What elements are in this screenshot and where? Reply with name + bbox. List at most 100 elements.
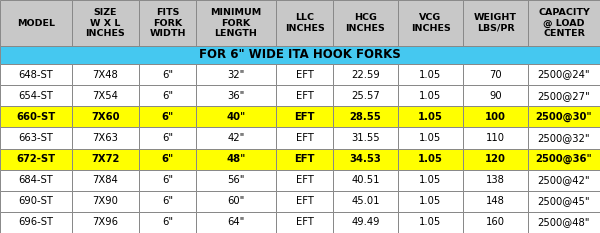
Bar [528,191,600,212]
Text: HCG
INCHES: HCG INCHES [346,13,385,33]
Text: 6": 6" [162,196,173,206]
Bar [276,85,333,106]
Bar [0,148,72,170]
Bar [528,212,600,233]
Bar [139,148,196,170]
Bar [463,212,528,233]
Bar [0,85,72,106]
Bar [463,85,528,106]
Text: 64": 64" [227,217,245,227]
Text: CAPACITY
@ LOAD
CENTER: CAPACITY @ LOAD CENTER [538,8,590,38]
Bar [196,148,276,170]
Text: 7X48: 7X48 [92,70,118,79]
Text: 45.01: 45.01 [351,196,380,206]
Text: 660-ST: 660-ST [16,112,56,122]
Bar [398,191,463,212]
Bar [72,212,139,233]
Text: EFT: EFT [296,175,313,185]
Text: 6": 6" [161,154,173,164]
Bar [528,64,600,85]
Bar [398,64,463,85]
Bar [72,127,139,148]
Bar [276,64,333,85]
Text: 2500@42": 2500@42" [538,175,590,185]
Text: 690-ST: 690-ST [19,196,53,206]
Text: MODEL: MODEL [17,18,55,27]
Text: 90: 90 [489,91,502,101]
Bar [0,191,72,212]
Text: EFT: EFT [296,133,313,143]
Text: 672-ST: 672-ST [16,154,56,164]
Text: 1.05: 1.05 [419,196,442,206]
Text: 6": 6" [162,133,173,143]
Bar [0,170,72,191]
Text: 49.49: 49.49 [351,217,380,227]
Text: 2500@24": 2500@24" [538,70,590,79]
Text: 1.05: 1.05 [418,154,443,164]
Text: 120: 120 [485,154,506,164]
Bar [463,191,528,212]
Text: 2500@45": 2500@45" [538,196,590,206]
Bar [528,106,600,127]
Text: 28.55: 28.55 [350,112,382,122]
Bar [528,170,600,191]
Text: 2500@36": 2500@36" [536,154,592,164]
Text: 7X84: 7X84 [92,175,118,185]
Text: 2500@27": 2500@27" [538,91,590,101]
Text: EFT: EFT [296,217,313,227]
Text: 31.55: 31.55 [351,133,380,143]
Text: 684-ST: 684-ST [19,175,53,185]
Bar [139,106,196,127]
Text: 1.05: 1.05 [419,91,442,101]
Text: 1.05: 1.05 [418,112,443,122]
Bar [398,85,463,106]
Bar [463,64,528,85]
Bar [0,46,600,64]
Bar [196,191,276,212]
Bar [72,64,139,85]
Text: WEIGHT
LBS/PR: WEIGHT LBS/PR [474,13,517,33]
Bar [139,64,196,85]
Bar [139,212,196,233]
Text: 7X96: 7X96 [92,217,119,227]
Bar [333,106,398,127]
Bar [528,85,600,106]
Bar [276,127,333,148]
Text: 2500@48": 2500@48" [538,217,590,227]
Bar [463,106,528,127]
Text: EFT: EFT [296,91,313,101]
Bar [528,148,600,170]
Bar [333,148,398,170]
Text: 60": 60" [227,196,245,206]
Bar [72,85,139,106]
Bar [72,191,139,212]
Bar [398,148,463,170]
Text: 6": 6" [161,112,173,122]
Text: FITS
FORK
WIDTH: FITS FORK WIDTH [149,8,186,38]
Bar [333,127,398,148]
Bar [333,85,398,106]
Text: 7X63: 7X63 [92,133,118,143]
Text: 7X90: 7X90 [92,196,118,206]
Bar [463,0,528,46]
Bar [333,64,398,85]
Text: 7X54: 7X54 [92,91,118,101]
Text: EFT: EFT [294,112,315,122]
Text: 1.05: 1.05 [419,133,442,143]
Text: 654-ST: 654-ST [19,91,53,101]
Bar [398,106,463,127]
Bar [398,212,463,233]
Bar [333,212,398,233]
Bar [398,0,463,46]
Bar [0,212,72,233]
Bar [333,0,398,46]
Text: 2500@32": 2500@32" [538,133,590,143]
Bar [196,0,276,46]
Text: LLC
INCHES: LLC INCHES [284,13,325,33]
Bar [0,64,72,85]
Text: 2500@30": 2500@30" [536,112,592,122]
Text: 32": 32" [227,70,245,79]
Bar [196,64,276,85]
Text: EFT: EFT [294,154,315,164]
Text: 148: 148 [486,196,505,206]
